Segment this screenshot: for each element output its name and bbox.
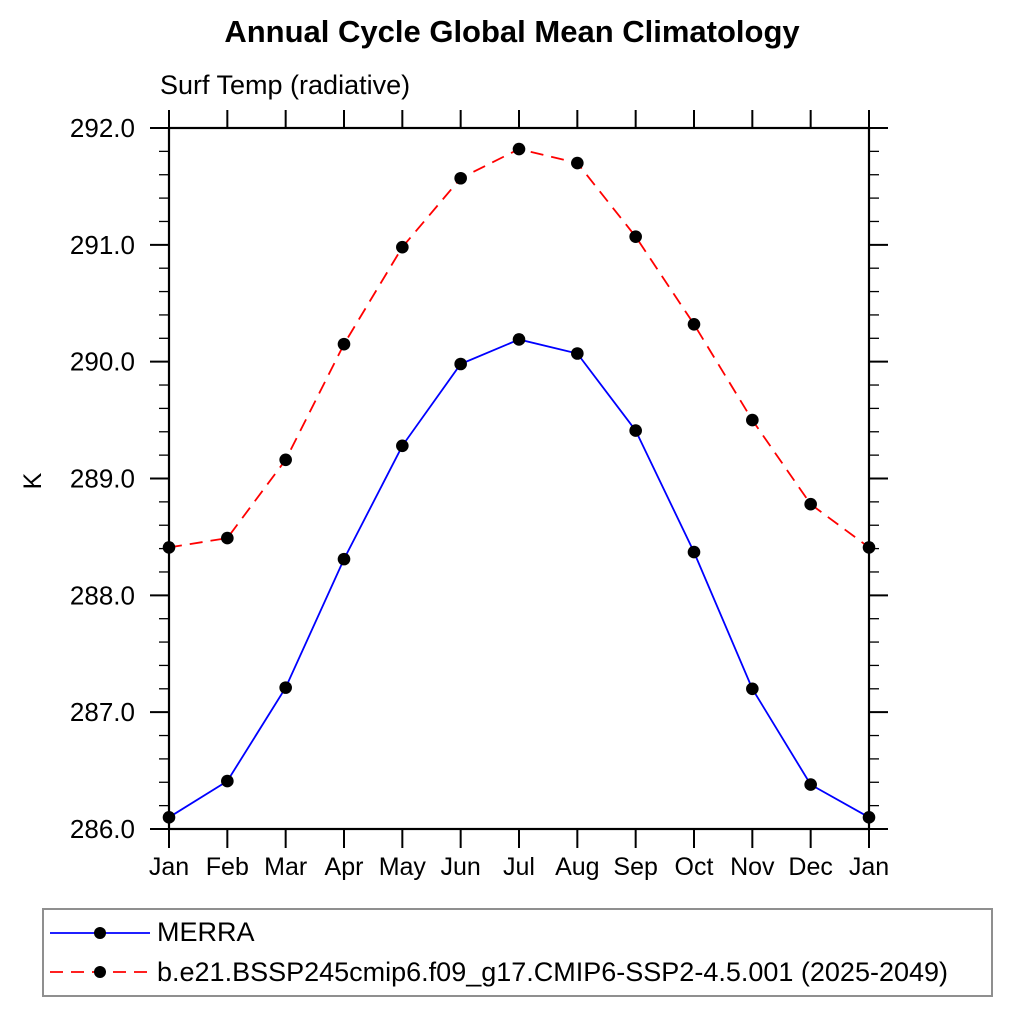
series-line-1 [168, 148, 870, 549]
x-tick-label: Jul [503, 853, 535, 881]
data-point-marker [221, 531, 234, 545]
legend: MERRA b.e21.BSSP245cmip6.f09_g17.CMIP6-S… [42, 908, 993, 997]
x-tick-label: Apr [325, 853, 364, 881]
data-point-marker [687, 545, 701, 559]
series-line-0 [168, 338, 870, 819]
y-tick-label: 287.0 [70, 697, 135, 727]
x-tick-label: Feb [206, 853, 249, 881]
data-point-marker [862, 541, 876, 554]
y-tick-label: 292.0 [70, 113, 135, 143]
data-point-marker [396, 240, 409, 254]
model-line-sample [50, 966, 150, 979]
y-tick-label: 290.0 [70, 347, 135, 377]
data-point-marker [512, 142, 526, 156]
data-point-marker [629, 230, 642, 243]
x-tick-label: Jan [849, 853, 889, 881]
data-point-marker [804, 497, 817, 511]
data-point-marker [162, 541, 176, 554]
data-point-marker [279, 453, 292, 467]
data-point-marker [804, 778, 817, 791]
data-point-marker [454, 171, 467, 185]
legend-label-merra: MERRA [157, 917, 255, 948]
chart-title: Annual Cycle Global Mean Climatology [224, 14, 800, 49]
x-tick-label: Dec [788, 853, 832, 881]
y-tick-label: 286.0 [70, 814, 135, 844]
y-tick-label: 291.0 [70, 230, 135, 260]
x-tick-label: Nov [730, 853, 775, 881]
data-point-marker [862, 811, 876, 824]
data-point-marker [746, 413, 759, 427]
x-tick-label: Sep [613, 853, 657, 881]
data-point-marker [687, 317, 701, 331]
merra-line-sample [50, 926, 150, 939]
data-point-marker [571, 156, 584, 170]
data-point-marker [746, 682, 759, 696]
legend-item-merra: MERRA [48, 913, 991, 953]
data-point-marker [629, 424, 642, 437]
x-tick-label: Jan [149, 853, 189, 881]
x-tick-label: May [379, 853, 427, 881]
x-tick-label: Jun [441, 853, 481, 881]
data-point-marker [454, 357, 467, 371]
chart-subtitle: Surf Temp (radiative) [160, 70, 411, 100]
data-point-marker [279, 681, 292, 694]
data-point-marker [337, 337, 351, 351]
data-point-marker [396, 439, 409, 453]
x-tick-label: Aug [555, 853, 599, 881]
data-point-marker [512, 333, 526, 346]
x-tick-label: Oct [675, 853, 714, 881]
data-point-marker [162, 811, 176, 824]
data-point-marker [221, 774, 234, 788]
x-tick-label: Mar [264, 853, 307, 881]
legend-label-model: b.e21.BSSP245cmip6.f09_g17.CMIP6-SSP2-4.… [157, 956, 949, 987]
data-point-marker [337, 552, 351, 566]
data-point-marker [571, 347, 584, 360]
legend-item-model: b.e21.BSSP245cmip6.f09_g17.CMIP6-SSP2-4.… [48, 953, 991, 993]
y-tick-label: 288.0 [70, 580, 135, 610]
axis-frame [167, 126, 871, 831]
y-tick-label: 289.0 [70, 464, 135, 494]
